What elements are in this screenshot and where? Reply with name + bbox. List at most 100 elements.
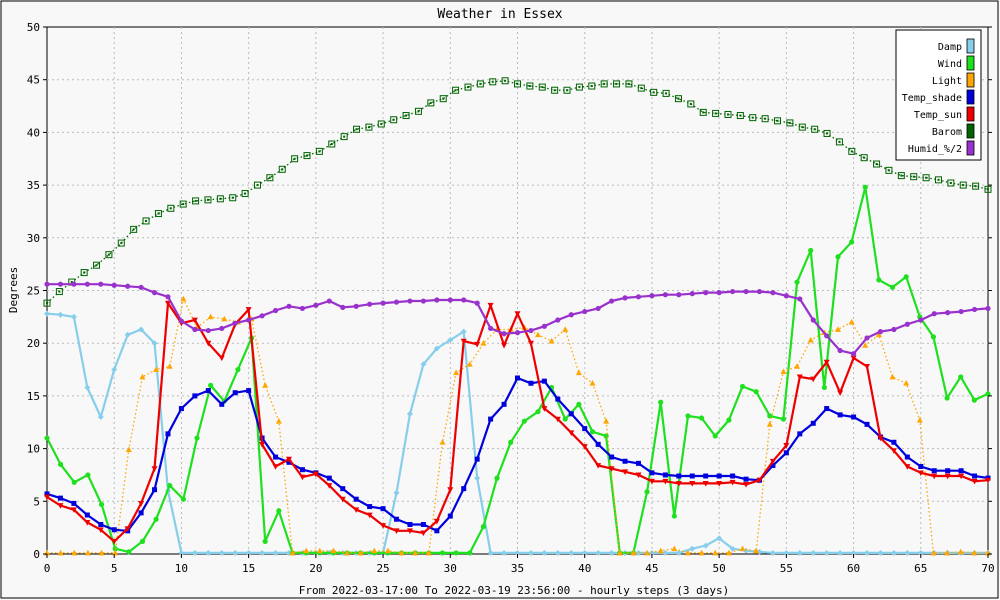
series-humid-2-point: [165, 294, 171, 300]
series-wind-point: [780, 416, 787, 422]
series-humid-2-point: [985, 305, 991, 312]
series-humid-2-point: [434, 297, 440, 303]
series-humid-2-point: [514, 330, 521, 336]
series-damp-point: [474, 475, 481, 482]
series-barom-point: [464, 83, 472, 91]
series-damp-point: [259, 549, 266, 556]
series-barom-point: [179, 200, 187, 208]
series-damp-point: [689, 545, 696, 552]
series-temp-shade-point: [407, 521, 413, 527]
series-humid-2-point: [837, 347, 843, 354]
series-temp-sun-point: [393, 528, 400, 535]
series-barom-point: [588, 82, 596, 90]
series-damp-point: [864, 549, 871, 556]
series-humid-2-point: [729, 288, 736, 295]
series-temp-shade-point: [851, 414, 857, 420]
series-damp-point: [541, 549, 548, 556]
series-damp-point: [514, 549, 521, 556]
series-barom-point: [811, 125, 819, 133]
series-wind-point: [644, 489, 650, 495]
series-humid-2-point: [259, 313, 265, 319]
series-temp-sun-point: [299, 474, 306, 481]
x-axis-label: From 2022-03-17:00 To 2022-03-19 23:56:0…: [299, 584, 729, 597]
series-barom-point: [328, 140, 336, 148]
series-humid-2-point: [192, 326, 198, 333]
legend: Damp Wind Light Temp_shade Temp_sun Barom Humi…: [895, 29, 982, 161]
series-temp-shade-point: [918, 464, 924, 470]
series-temp-sun-point: [608, 466, 615, 472]
series-humid-2-point: [743, 288, 749, 295]
series-barom-point-center: [504, 79, 507, 82]
series-light-point: [780, 368, 787, 375]
series-temp-shade-point: [568, 411, 574, 417]
series-damp-point: [191, 549, 198, 556]
series-damp-point: [904, 549, 911, 556]
series-light-point: [221, 315, 228, 322]
series-barom-point: [55, 288, 63, 296]
series-temp-sun-point: [581, 444, 588, 450]
series-light-point: [916, 416, 923, 423]
x-tick-label: 45: [645, 562, 658, 575]
series-barom-point-center: [194, 199, 197, 202]
series-temp-sun-point: [380, 523, 387, 529]
series-barom-point: [117, 239, 125, 247]
series-barom-point-center: [429, 101, 432, 104]
series-damp-point: [890, 549, 897, 556]
series-temp-shade-point: [541, 378, 547, 384]
series-damp-point: [662, 549, 669, 556]
series-barom-point: [551, 86, 559, 94]
series-humid-2-point: [850, 351, 857, 357]
series-temp-sun-point: [985, 477, 991, 484]
x-tick-label: 50: [713, 562, 726, 575]
series-temp-sun-point: [944, 473, 951, 480]
series-humid-2-point: [797, 296, 803, 302]
series-barom-point-center: [702, 111, 705, 114]
series-wind-point: [985, 391, 991, 397]
series-temp-sun-point: [84, 519, 91, 526]
series-damp-point: [57, 311, 64, 318]
series-humid-2-point: [71, 281, 77, 287]
series-damp-point: [272, 549, 279, 556]
series-barom-point: [427, 99, 435, 107]
series-humid-2: [44, 281, 991, 357]
series-temp-shade-point: [528, 380, 534, 386]
series-temp-shade-point: [622, 458, 628, 464]
series-temp-shade-point: [138, 510, 144, 516]
series-light-point: [889, 373, 896, 380]
series-humid-2-point: [44, 281, 50, 287]
y-tick-label: 35: [27, 179, 40, 192]
series-temp-sun: [44, 300, 991, 545]
series-barom-point-center: [442, 97, 445, 100]
series-humid-2-point: [971, 306, 978, 313]
series-temp-shade-point: [730, 473, 736, 479]
series-barom-point: [786, 119, 794, 127]
series-damp-point: [702, 542, 709, 549]
series-temp-shade-point: [595, 441, 601, 447]
series-humid-2-point: [528, 327, 534, 334]
series-barom-point-center: [392, 118, 395, 121]
series-temp-sun-point: [218, 355, 225, 362]
series-light-point: [412, 549, 419, 556]
series-damp-point: [756, 548, 763, 555]
series-barom-point-center: [764, 117, 767, 120]
series-barom-point-center: [343, 135, 346, 138]
series-wind-point: [58, 461, 64, 468]
series-barom-point: [80, 269, 88, 277]
series-humid-2-point: [649, 293, 655, 299]
series-damp-point: [810, 549, 817, 556]
series-damp-point: [716, 535, 723, 542]
series-barom-point-center: [553, 89, 556, 92]
series-barom-point-center: [169, 207, 172, 210]
series-light-point: [944, 549, 951, 556]
series-light-point: [289, 549, 296, 556]
series-light-point: [848, 318, 855, 325]
series-temp-sun-point: [259, 441, 266, 448]
series-temp-shade-point: [111, 527, 117, 533]
series-light-point: [562, 326, 569, 332]
series-wind-point: [944, 395, 950, 401]
series-temp-shade-point: [635, 460, 641, 466]
series-temp-shade-point: [972, 473, 978, 479]
series-light-point: [616, 549, 623, 556]
series-damp-point: [84, 384, 91, 391]
series-barom-point: [749, 114, 757, 122]
